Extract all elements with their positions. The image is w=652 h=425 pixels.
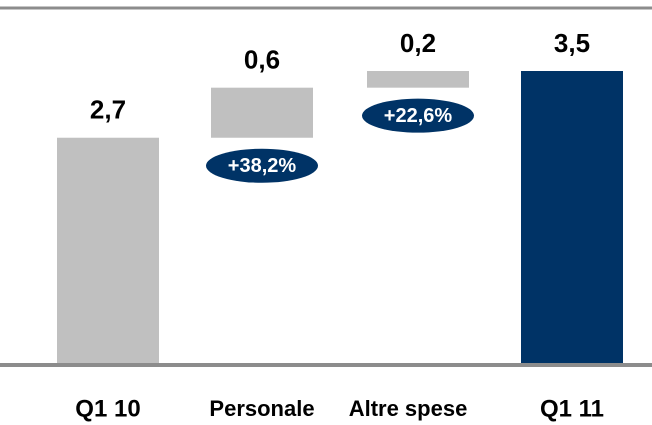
bar (57, 137, 159, 363)
bar (367, 71, 469, 88)
value-label: 0,2 (400, 28, 436, 58)
category-label: Personale (209, 396, 314, 421)
change-pill (206, 148, 318, 183)
value-label: 3,5 (554, 28, 590, 58)
change-label: +22,6% (384, 105, 453, 127)
bar (521, 71, 623, 363)
value-label: 2,7 (90, 95, 126, 125)
bar (211, 87, 313, 138)
change-pill (362, 98, 474, 133)
category-label: Altre spese (349, 396, 468, 421)
category-label: Q1 10 (75, 395, 140, 422)
change-label: +38,2% (228, 155, 297, 177)
category-label: Q1 11 (540, 395, 604, 422)
value-label: 0,6 (244, 45, 280, 75)
